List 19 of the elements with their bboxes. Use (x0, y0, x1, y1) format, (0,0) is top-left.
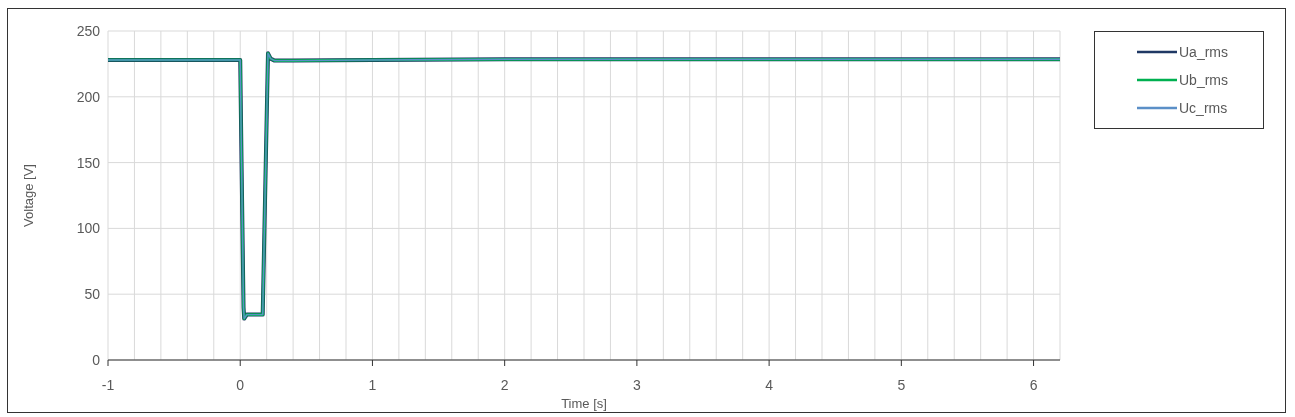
y-tick-label: 150 (76, 154, 101, 171)
y-tick-label: 0 (92, 351, 101, 368)
x-tick-label: 6 (1029, 377, 1038, 393)
legend-label: Ua_rms (1179, 44, 1229, 60)
x-tick-label: 2 (500, 377, 509, 393)
legend-label: Ub_rms (1179, 72, 1229, 88)
x-tick-label: 5 (897, 377, 906, 393)
x-tick-label: 3 (632, 377, 641, 393)
y-axis-title: Voltage [V] (20, 164, 36, 227)
x-axis-title: Time [s] (561, 396, 607, 411)
x-tick-label: 1 (368, 377, 377, 393)
y-tick-label: 200 (76, 88, 101, 105)
x-tick-label: 4 (765, 377, 774, 393)
legend-label: Uc_rms (1179, 100, 1228, 116)
y-tick-label: 250 (76, 22, 101, 39)
x-tick-label: 0 (236, 377, 245, 393)
x-tick-label: -1 (101, 377, 115, 393)
y-tick-label: 100 (76, 220, 101, 237)
y-tick-label: 50 (84, 286, 101, 303)
